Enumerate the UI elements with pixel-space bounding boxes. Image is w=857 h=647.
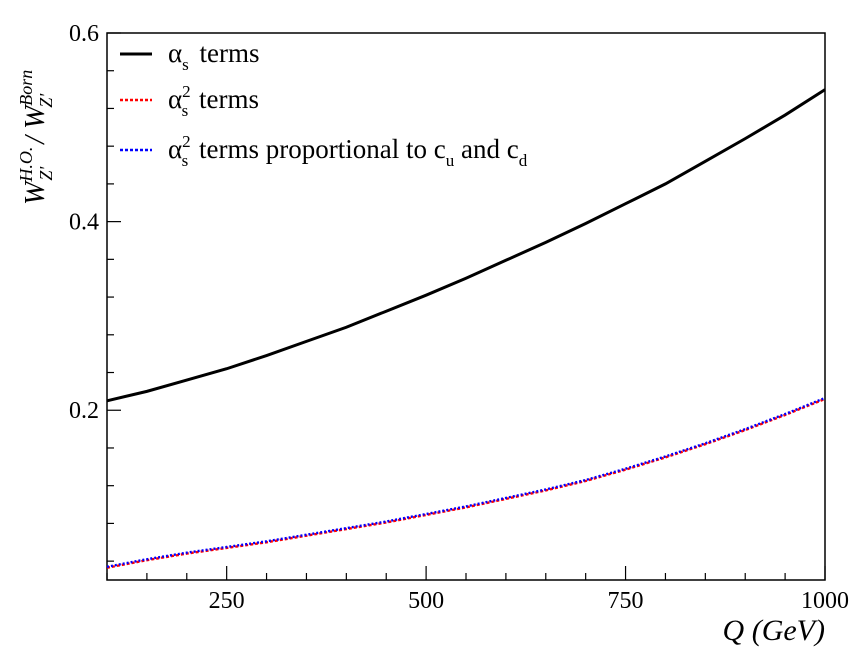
series-lines (106, 88, 826, 569)
x-tick-label: 750 (608, 588, 644, 614)
plot-frame (106, 32, 826, 581)
legend-label-3: α2 s terms proportional to cu and cd (168, 132, 528, 170)
x-tick-label: 500 (408, 588, 444, 614)
x-axis-title: Q (GeV) (723, 614, 825, 647)
legend: αs terms α2 s terms α2 s terms proportional … (120, 38, 528, 170)
y-axis-title: WH.O.Z' / WBornZ' (16, 70, 56, 205)
legend-label-1: αs terms (168, 38, 260, 74)
x-tick-label: 250 (209, 588, 245, 614)
y-tick-label: 0.2 (69, 398, 99, 424)
legend-label-2: α2 s terms (168, 82, 259, 120)
svg-text:WH.O.Z' / WBornZ': WH.O.Z' / WBornZ' (16, 70, 56, 205)
x-tick-label: 1000 (801, 588, 849, 614)
ticks (106, 32, 826, 580)
tick-labels: 250 500 750 1000 0.2 0.4 0.6 (69, 21, 849, 614)
series-line-2 (106, 397, 826, 569)
y-tick-label: 0.4 (69, 210, 99, 236)
series-line-1 (106, 88, 826, 403)
series-line-3 (106, 396, 826, 568)
y-tick-label: 0.6 (69, 21, 99, 47)
